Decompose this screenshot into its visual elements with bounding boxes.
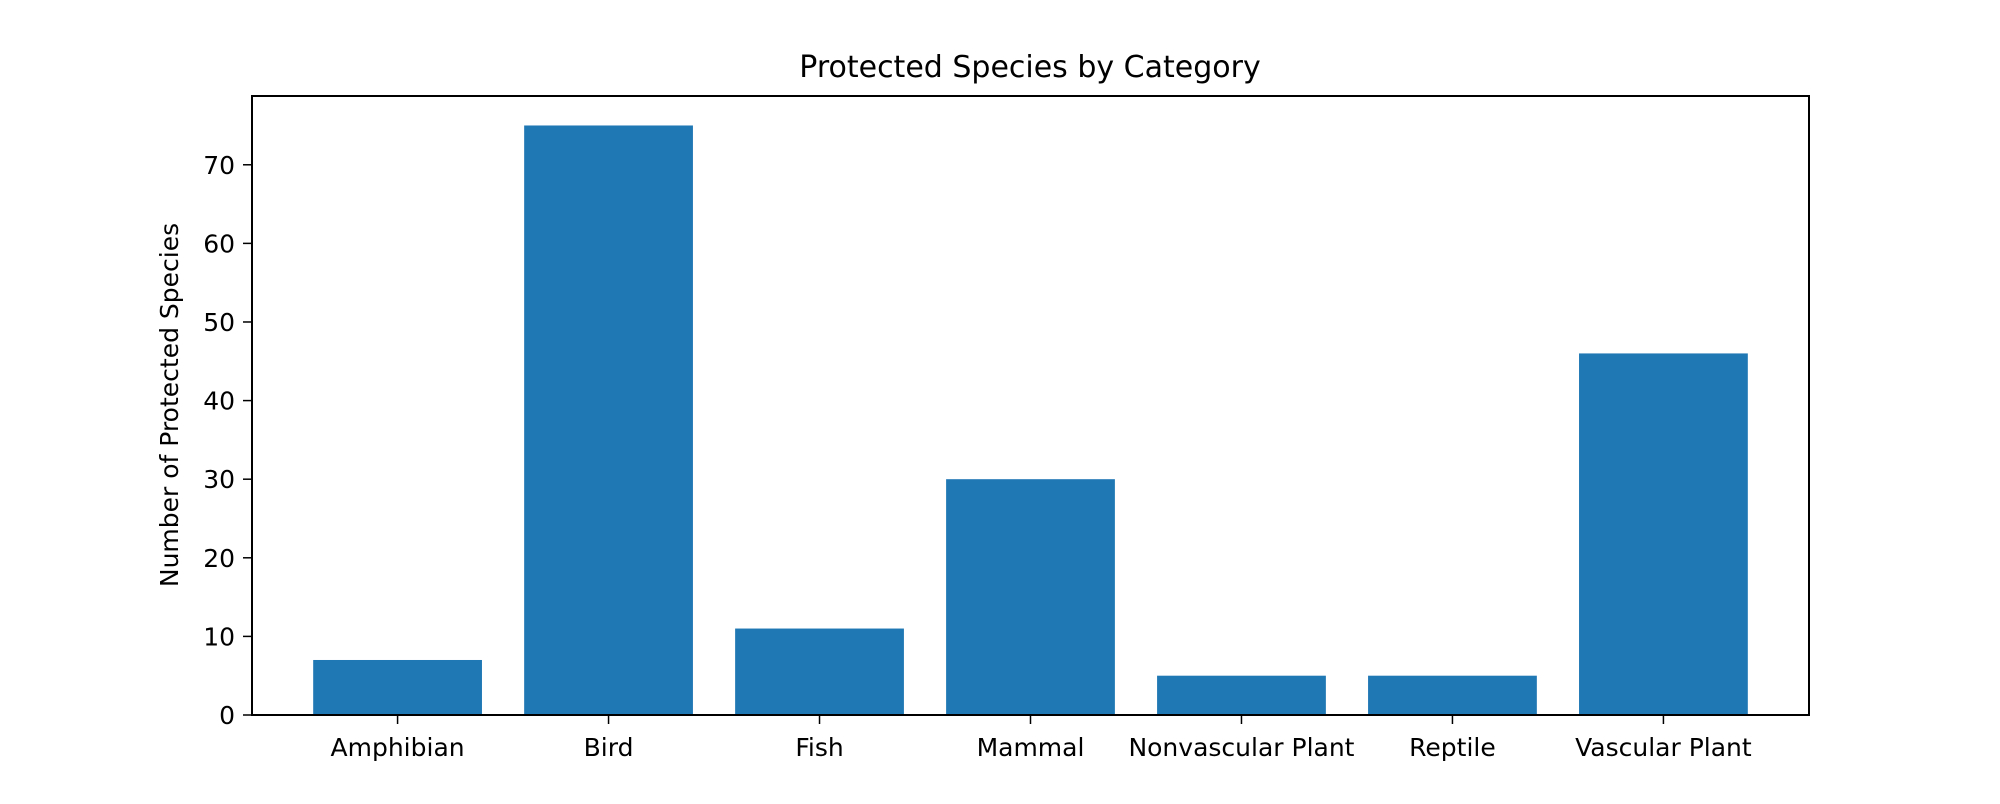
y-tick-label: 30 — [203, 465, 235, 494]
x-ticks-group: Amphibian Bird Fish Mammal Nonvascular Plant… — [331, 715, 1752, 762]
bar-bird — [524, 125, 693, 715]
y-axis-label: Number of Protected Species — [155, 223, 184, 587]
y-tick-label: 0 — [219, 701, 235, 730]
y-tick-label: 10 — [203, 622, 235, 651]
bar-nonvascular-plant — [1157, 675, 1326, 715]
bar-fish — [735, 628, 904, 715]
x-tick-label: Reptile — [1409, 733, 1496, 762]
bars-group — [313, 125, 1748, 715]
bar-mammal — [946, 479, 1115, 715]
x-tick-label: Vascular Plant — [1575, 733, 1752, 762]
y-tick-label: 70 — [203, 151, 235, 180]
x-tick-label: Nonvascular Plant — [1128, 733, 1354, 762]
x-tick-label: Amphibian — [331, 733, 465, 762]
bar-amphibian — [313, 659, 482, 715]
bar-vascular-plant — [1579, 353, 1748, 715]
chart-title: Protected Species by Category — [799, 50, 1260, 85]
x-tick-label: Bird — [584, 733, 634, 762]
plot-frame — [251, 95, 1810, 716]
x-tick-label: Mammal — [977, 733, 1085, 762]
bar-reptile — [1368, 675, 1537, 715]
y-tick-label: 50 — [203, 308, 235, 337]
x-tick-label: Fish — [795, 733, 843, 762]
y-tick-label: 40 — [203, 387, 235, 416]
y-tick-label: 20 — [203, 544, 235, 573]
y-ticks-group: 0 10 20 30 40 50 60 70 — [203, 151, 252, 730]
y-tick-label: 60 — [203, 229, 235, 258]
